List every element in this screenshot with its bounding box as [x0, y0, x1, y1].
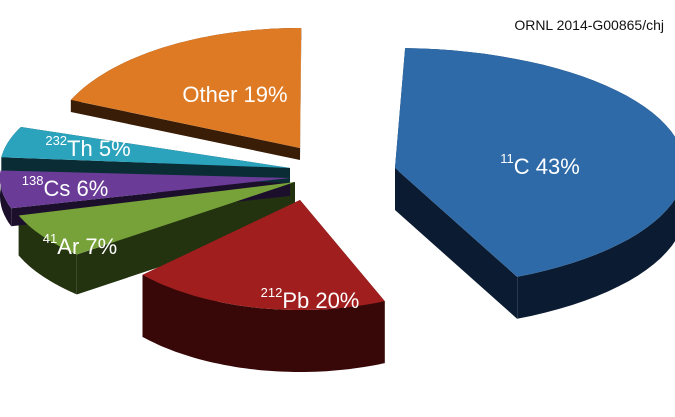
- slice-label-cs138: 138Cs 6%: [22, 173, 109, 200]
- slice-label-other: Other 19%: [182, 82, 287, 107]
- slice-tops: [0, 28, 675, 310]
- slice-pb212: [142, 200, 385, 310]
- slice-side-cs138: [0, 170, 12, 227]
- slice-ar41: [18, 182, 295, 255]
- slice-label-th232: 232Th 5%: [45, 133, 130, 160]
- slice-wall-other-1: [300, 28, 302, 161]
- slice-label-c11: 11C 43%: [500, 151, 580, 178]
- slice-th232: [1, 127, 291, 168]
- slice-c11: [395, 48, 675, 277]
- slice-wall-c11-1: [395, 168, 518, 319]
- slice-wall-other-0: [70, 99, 300, 160]
- slice-labels: 11C 43% 212Pb 20% 41Ar 7% 138Cs 6% 232Th 5% O…: [22, 82, 580, 313]
- slice-label-ar41: 41Ar 7%: [43, 231, 117, 258]
- slice-cs138: [0, 170, 290, 209]
- figure-reference: ORNL 2014-G00865/chj: [514, 17, 664, 33]
- slice-other: [70, 28, 302, 148]
- slice-label-pb212: 212Pb 20%: [261, 285, 360, 312]
